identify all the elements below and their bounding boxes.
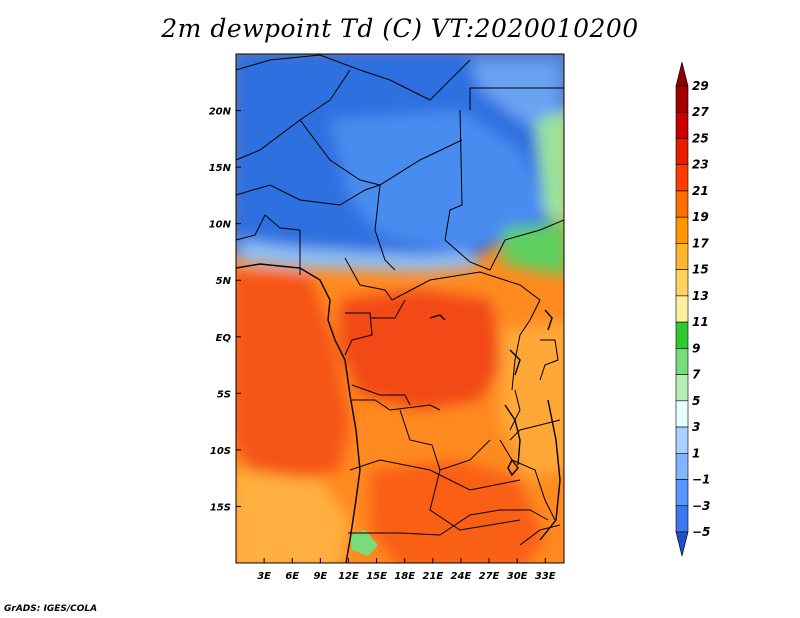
- colorbar-label: 9: [692, 341, 700, 355]
- colorbar-label: 21: [692, 184, 709, 198]
- coastlines: [236, 263, 561, 563]
- colorbar-top-arrow: [675, 61, 689, 87]
- field-green-northeast: [535, 111, 564, 223]
- x-tick-label: 12E: [338, 571, 359, 582]
- country-borders: [236, 54, 564, 546]
- colorbar-segment: [675, 505, 689, 533]
- colorbar-segment: [675, 400, 689, 428]
- y-tick-label: 5N: [216, 276, 232, 287]
- plot-title: 2m dewpoint Td (C) VT:2020010200: [161, 14, 639, 43]
- colorbar-label: 15: [692, 263, 709, 277]
- colorbar-label: 13: [692, 289, 709, 303]
- y-tick-label: 20N: [209, 107, 232, 118]
- x-tick-label: 3E: [257, 571, 271, 582]
- x-tick-label: 18E: [394, 571, 415, 582]
- colorbar-label: 11: [692, 315, 709, 329]
- y-tick-label: 10S: [210, 446, 231, 457]
- colorbar-segment: [675, 190, 689, 218]
- field-green-sahel: [500, 222, 564, 275]
- colorbar-label: 7: [692, 368, 701, 382]
- colorbar-bottom-arrow: [675, 531, 689, 557]
- x-tick-label: 33E: [535, 571, 556, 582]
- colorbar-label: 27: [692, 105, 709, 119]
- field-light-orange-east: [500, 320, 564, 480]
- x-tick-label: 15E: [366, 571, 387, 582]
- colorbar-segment: [675, 216, 689, 244]
- y-tick-label: 10N: [209, 220, 232, 231]
- colorbar-segment: [675, 374, 689, 402]
- y-tick-label: 15S: [210, 502, 231, 513]
- colorbar-label: −1: [692, 473, 710, 487]
- field-speckle-green-south: [350, 530, 378, 556]
- colorbar-label: −5: [692, 525, 710, 539]
- colorbar-segment: [675, 85, 689, 113]
- map-frame: [235, 53, 565, 564]
- colorbar: 29 27 25 23 21 19 17 15 13 11 9 7 5 3 1 −1 −3 −5: [675, 61, 710, 557]
- colorbar-label: 17: [692, 236, 709, 250]
- colorbar-label: 5: [692, 394, 700, 408]
- colorbar-label: 29: [692, 79, 709, 93]
- colorbar-label: −3: [692, 499, 710, 513]
- field-light-orange-southwest: [236, 470, 350, 563]
- y-tick-label: 15N: [209, 163, 232, 174]
- x-tick-label: 9E: [313, 571, 327, 582]
- x-tick-label: 24E: [451, 571, 472, 582]
- colorbar-label: 1: [692, 446, 700, 460]
- field-west-red: [236, 270, 350, 480]
- x-tick-label: 6E: [285, 571, 299, 582]
- x-tick-label: 21E: [422, 571, 443, 582]
- colorbar-segment: [675, 479, 689, 507]
- colorbar-segment: [675, 295, 689, 323]
- colorbar-segment: [675, 164, 689, 192]
- x-tick-label: 27E: [479, 571, 500, 582]
- grads-credit: GrADS: IGES/COLA: [4, 604, 98, 614]
- field-congo-red: [340, 290, 505, 410]
- colorbar-label: 23: [692, 158, 709, 172]
- y-tick-label: 5S: [217, 389, 231, 400]
- colorbar-segment: [675, 426, 689, 454]
- colorbar-segment: [675, 243, 689, 270]
- colorbar-segment: [675, 138, 689, 166]
- colorbar-segment: [675, 348, 689, 375]
- colorbar-label: 25: [692, 131, 709, 145]
- colorbar-segment: [675, 269, 689, 297]
- colorbar-label: 3: [692, 420, 700, 434]
- colorbar-segment: [675, 452, 689, 480]
- colorbar-segment: [675, 321, 689, 349]
- x-axis: 3E 6E 9E 12E 15E 18E 21E 24E 27E 30E 33E: [257, 558, 556, 582]
- y-tick-label: EQ: [216, 333, 232, 344]
- field-south-orange: [370, 460, 545, 563]
- y-axis: 20N 15N 10N 5N EQ 5S 10S 15S: [209, 107, 241, 513]
- colorbar-segment: [675, 111, 689, 139]
- field-mid-blue: [330, 110, 550, 250]
- x-tick-label: 30E: [507, 571, 528, 582]
- colorbar-label: 19: [692, 210, 709, 224]
